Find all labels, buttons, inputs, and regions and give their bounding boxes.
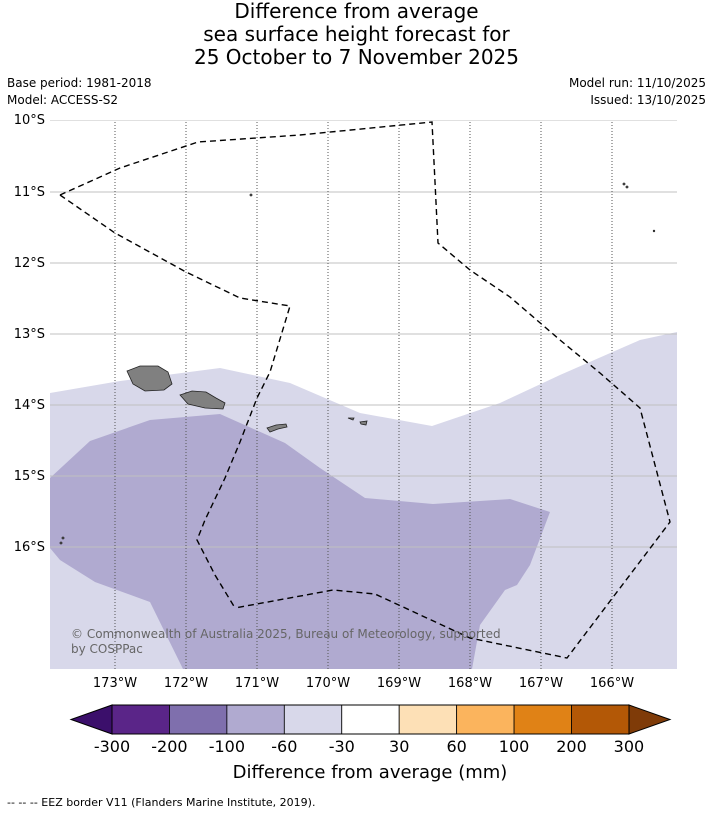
colorbar: -300 -200 -100 -60 -30 30 60 100 200 300 Differen…	[69, 704, 672, 783]
copyright-line-1: © Commonwealth of Australia 2025, Bureau…	[71, 627, 501, 641]
anomaly-band-minus100-minus60	[50, 414, 550, 669]
colorbar-cell	[513, 704, 572, 735]
colorbar-tick-label: -300	[94, 737, 130, 756]
island-tutuila	[266, 423, 288, 433]
lat-label-13s: 13°S	[14, 327, 45, 342]
island-wallis-b	[59, 541, 63, 545]
eez-border-samoa	[59, 194, 291, 609]
island-tokelau-b	[625, 185, 629, 189]
chart-title: Difference from average sea surface heig…	[0, 0, 713, 69]
colorbar-tick-label: -100	[209, 737, 245, 756]
colorbar-tick-label: 200	[556, 737, 587, 756]
colorbar-tick-label: 300	[614, 737, 645, 756]
island-swains	[249, 193, 253, 197]
island-wallis-a	[61, 536, 65, 540]
colorbar-cell	[111, 704, 170, 735]
colorbar-tick-label: -60	[271, 737, 297, 756]
eez-border-tokelau-american-samoa	[59, 121, 671, 659]
lon-labels: 173°W 172°W 171°W 170°W 169°W 168°W 167°…	[93, 676, 634, 691]
model-name: Model: ACCESS-S2	[7, 93, 119, 107]
lat-gridlines	[50, 120, 677, 548]
island-tokelau-c	[652, 229, 656, 233]
lon-label-171w: 171°W	[235, 676, 279, 691]
colorbar-cells	[111, 704, 630, 735]
colorbar-cell	[283, 704, 343, 735]
colorbar-extend-low	[69, 704, 113, 735]
colorbar-cell	[571, 704, 630, 735]
colorbar-tick-labels: -300 -200 -100 -60 -30 30 60 100 200 300	[94, 737, 644, 756]
title-line-1: Difference from average	[234, 0, 479, 23]
meta-right: Model run: 11/10/2025 Issued: 13/10/2025	[569, 75, 706, 109]
colorbar-tick-label: -200	[151, 737, 187, 756]
copyright-line-2: by COSPPac	[71, 642, 143, 656]
lat-labels: 10°S 11°S 12°S 13°S 14°S 15°S 16°S	[14, 113, 45, 555]
land-masses	[59, 182, 656, 545]
island-manua-1	[347, 417, 355, 421]
lat-label-14s: 14°S	[14, 398, 45, 413]
title-line-2: sea surface height forecast for	[203, 22, 510, 46]
colorbar-cell	[341, 704, 400, 735]
lat-label-12s: 12°S	[14, 256, 45, 271]
colorbar-tick-label: 30	[389, 737, 409, 756]
issued-date: Issued: 13/10/2025	[590, 93, 706, 107]
island-upolu	[179, 390, 226, 410]
colorbar-extend-high	[628, 704, 672, 735]
colorbar-cell	[226, 704, 285, 735]
lon-label-169w: 169°W	[377, 676, 421, 691]
lat-label-11s: 11°S	[14, 185, 45, 200]
island-savaii	[126, 365, 173, 392]
title-line-3: 25 October to 7 November 2025	[193, 45, 520, 69]
colorbar-cell	[398, 704, 458, 735]
eez-borders	[59, 121, 671, 659]
lon-label-173w: 173°W	[93, 676, 137, 691]
lon-label-168w: 168°W	[448, 676, 492, 691]
lon-label-166w: 166°W	[590, 676, 634, 691]
colorbar-frame	[111, 704, 630, 735]
lon-label-172w: 172°W	[164, 676, 208, 691]
model-run: Model run: 11/10/2025	[568, 76, 706, 90]
lat-label-16s: 16°S	[14, 540, 45, 555]
island-tokelau-a	[622, 182, 626, 186]
colorbar-cell	[169, 704, 228, 735]
colorbar-title: Difference from average (mm)	[233, 762, 508, 783]
colorbar-tick-label: -30	[329, 737, 355, 756]
colorbar-cell	[456, 704, 515, 735]
base-period: Base period: 1981-2018	[7, 76, 152, 90]
eez-footnote: -- -- -- EEZ border V11 (Flanders Marine…	[7, 796, 316, 809]
colorbar-tick-label: 100	[499, 737, 530, 756]
lon-label-167w: 167°W	[519, 676, 563, 691]
meta-left: Base period: 1981-2018 Model: ACCESS-S2	[7, 75, 152, 109]
lat-label-15s: 15°S	[14, 469, 45, 484]
lat-label-10s: 10°S	[14, 113, 45, 128]
lon-label-170w: 170°W	[306, 676, 350, 691]
island-manua-2	[359, 420, 368, 426]
map-plot-area: © Commonwealth of Australia 2025, Bureau…	[50, 120, 677, 669]
colorbar-tick-label: 60	[446, 737, 466, 756]
